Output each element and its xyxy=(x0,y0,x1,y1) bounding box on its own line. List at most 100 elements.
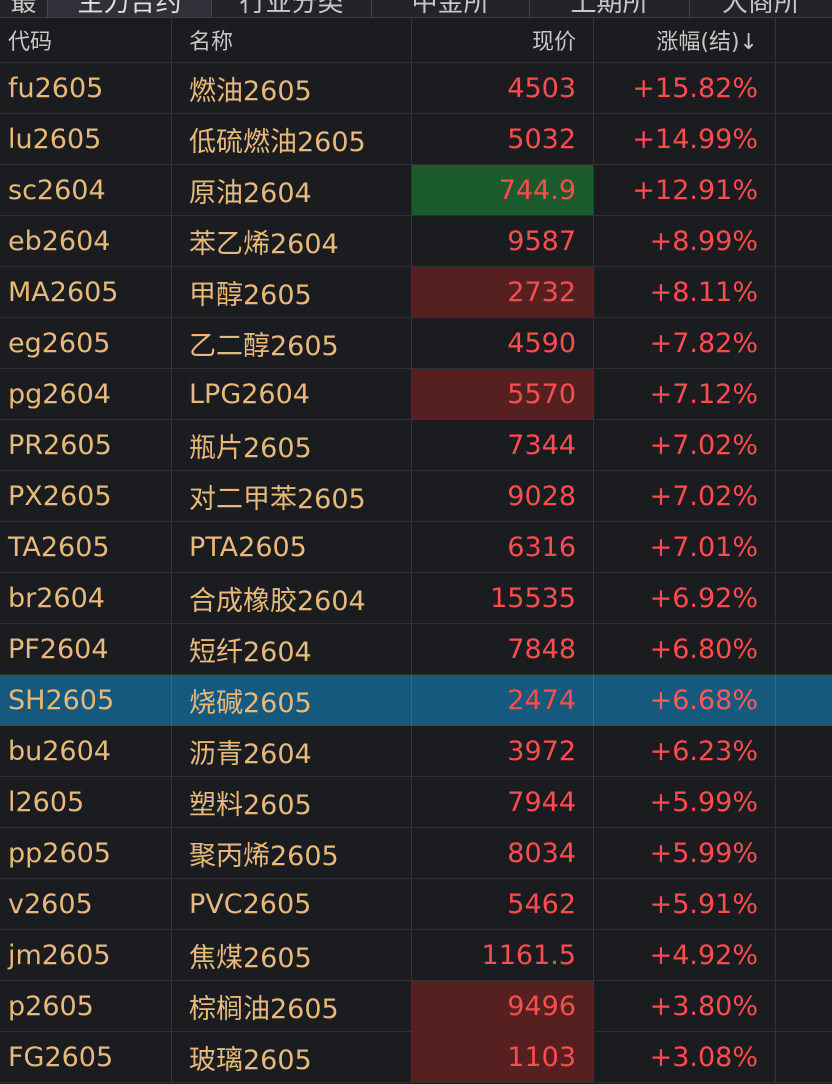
cell-change: +5.99% xyxy=(594,828,776,878)
cell-code: jm2605 xyxy=(0,930,172,980)
table-row[interactable]: PR2605 瓶片2605 7344 +7.02% xyxy=(0,420,832,471)
column-header-price[interactable]: 现价 xyxy=(412,18,594,62)
quote-table: 代码 名称 现价 涨幅(结)↓ fu2605 燃油2605 4503 +15.82% l… xyxy=(0,18,832,1083)
tab-label: 上期所 xyxy=(570,0,649,17)
cell-extra xyxy=(776,165,832,215)
tab-industry[interactable]: 行业分类 xyxy=(212,0,372,17)
cell-name: LPG2604 xyxy=(172,369,412,419)
column-header-change[interactable]: 涨幅(结)↓ xyxy=(594,18,776,62)
cell-code: eb2604 xyxy=(0,216,172,266)
tab-label: 行业分类 xyxy=(239,0,344,17)
table-row[interactable]: pg2604 LPG2604 5570 +7.12% xyxy=(0,369,832,420)
cell-name: 沥青2604 xyxy=(172,726,412,776)
column-header-code[interactable]: 代码 xyxy=(0,18,172,62)
cell-code: eg2605 xyxy=(0,318,172,368)
cell-code: lu2605 xyxy=(0,114,172,164)
table-row[interactable]: jm2605 焦煤2605 1161.5 +4.92% xyxy=(0,930,832,981)
tab-dce[interactable]: 大商所 xyxy=(690,0,832,17)
cell-change: +3.80% xyxy=(594,981,776,1031)
cell-code: PX2605 xyxy=(0,471,172,521)
cell-extra xyxy=(776,369,832,419)
column-header-extra xyxy=(776,18,832,62)
cell-name: 棕榈油2605 xyxy=(172,981,412,1031)
table-row[interactable]: p2605 棕榈油2605 9496 +3.80% xyxy=(0,981,832,1032)
cell-price: 4503 xyxy=(412,63,594,113)
cell-price: 5462 xyxy=(412,879,594,929)
cell-extra xyxy=(776,267,832,317)
column-header-name[interactable]: 名称 xyxy=(172,18,412,62)
cell-change: +6.23% xyxy=(594,726,776,776)
table-row[interactable]: br2604 合成橡胶2604 15535 +6.92% xyxy=(0,573,832,624)
market-tab-bar: 最 主力合约 行业分类 中金所 上期所 大商所 xyxy=(0,0,832,18)
tab-label: 中金所 xyxy=(411,0,490,17)
cell-price: 4590 xyxy=(412,318,594,368)
table-row[interactable]: v2605 PVC2605 5462 +5.91% xyxy=(0,879,832,930)
table-row[interactable]: fu2605 燃油2605 4503 +15.82% xyxy=(0,63,832,114)
cell-name: 瓶片2605 xyxy=(172,420,412,470)
tab-partial[interactable]: 最 xyxy=(0,0,48,17)
table-row[interactable]: SH2605 烧碱2605 2474 +6.68% xyxy=(0,675,832,726)
cell-code: fu2605 xyxy=(0,63,172,113)
cell-change: +5.91% xyxy=(594,879,776,929)
cell-change: +6.68% xyxy=(594,675,776,725)
table-row[interactable]: l2605 塑料2605 7944 +5.99% xyxy=(0,777,832,828)
cell-price: 7848 xyxy=(412,624,594,674)
cell-name: PVC2605 xyxy=(172,879,412,929)
table-row[interactable]: PX2605 对二甲苯2605 9028 +7.02% xyxy=(0,471,832,522)
cell-extra xyxy=(776,930,832,980)
table-row[interactable]: FG2605 玻璃2605 1103 +3.08% xyxy=(0,1032,832,1083)
cell-price: 7344 xyxy=(412,420,594,470)
cell-change: +8.99% xyxy=(594,216,776,266)
cell-change: +7.12% xyxy=(594,369,776,419)
cell-code: FG2605 xyxy=(0,1032,172,1082)
cell-code: p2605 xyxy=(0,981,172,1031)
cell-code: MA2605 xyxy=(0,267,172,317)
cell-name: 乙二醇2605 xyxy=(172,318,412,368)
cell-name: 燃油2605 xyxy=(172,63,412,113)
cell-name: 合成橡胶2604 xyxy=(172,573,412,623)
cell-change: +3.08% xyxy=(594,1032,776,1082)
table-row[interactable]: MA2605 甲醇2605 2732 +8.11% xyxy=(0,267,832,318)
cell-code: PF2604 xyxy=(0,624,172,674)
cell-name: 烧碱2605 xyxy=(172,675,412,725)
table-row[interactable]: eg2605 乙二醇2605 4590 +7.82% xyxy=(0,318,832,369)
cell-extra xyxy=(776,777,832,827)
cell-change: +6.92% xyxy=(594,573,776,623)
cell-name: 苯乙烯2604 xyxy=(172,216,412,266)
table-row[interactable]: sc2604 原油2604 744.9 +12.91% xyxy=(0,165,832,216)
tab-label: 主力合约 xyxy=(77,0,182,17)
tab-shfe[interactable]: 上期所 xyxy=(530,0,690,17)
cell-price: 15535 xyxy=(412,573,594,623)
cell-change: +7.82% xyxy=(594,318,776,368)
cell-price: 5032 xyxy=(412,114,594,164)
table-row[interactable]: pp2605 聚丙烯2605 8034 +5.99% xyxy=(0,828,832,879)
cell-code: br2604 xyxy=(0,573,172,623)
cell-change: +7.01% xyxy=(594,522,776,572)
cell-extra xyxy=(776,879,832,929)
cell-price: 8034 xyxy=(412,828,594,878)
cell-extra xyxy=(776,114,832,164)
cell-name: PTA2605 xyxy=(172,522,412,572)
cell-price: 744.9 xyxy=(412,165,594,215)
table-header: 代码 名称 现价 涨幅(结)↓ xyxy=(0,18,832,63)
tab-main-contracts[interactable]: 主力合约 xyxy=(48,0,212,17)
cell-price: 7944 xyxy=(412,777,594,827)
tab-cffex[interactable]: 中金所 xyxy=(372,0,530,17)
table-row[interactable]: eb2604 苯乙烯2604 9587 +8.99% xyxy=(0,216,832,267)
cell-change: +6.80% xyxy=(594,624,776,674)
cell-name: 对二甲苯2605 xyxy=(172,471,412,521)
cell-name: 甲醇2605 xyxy=(172,267,412,317)
cell-code: TA2605 xyxy=(0,522,172,572)
table-row[interactable]: TA2605 PTA2605 6316 +7.01% xyxy=(0,522,832,573)
cell-price: 5570 xyxy=(412,369,594,419)
cell-extra xyxy=(776,828,832,878)
cell-extra xyxy=(776,420,832,470)
cell-change: +5.99% xyxy=(594,777,776,827)
table-row[interactable]: bu2604 沥青2604 3972 +6.23% xyxy=(0,726,832,777)
cell-change: +12.91% xyxy=(594,165,776,215)
cell-price: 9028 xyxy=(412,471,594,521)
table-row[interactable]: PF2604 短纤2604 7848 +6.80% xyxy=(0,624,832,675)
table-row[interactable]: lu2605 低硫燃油2605 5032 +14.99% xyxy=(0,114,832,165)
cell-name: 原油2604 xyxy=(172,165,412,215)
cell-name: 玻璃2605 xyxy=(172,1032,412,1082)
